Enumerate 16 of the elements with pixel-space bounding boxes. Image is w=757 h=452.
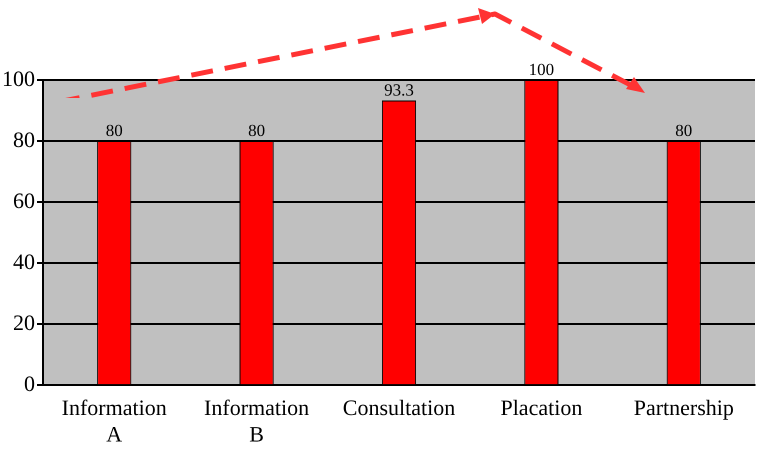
x-tick-label: Information B [204,395,310,447]
y-tick-label: 20 [13,310,35,335]
y-tick-label: 40 [13,248,35,274]
data-label: 93.3 [384,80,414,100]
y-tick-label: 80 [13,126,35,152]
y-tick-label: 60 [13,188,35,213]
x-tick-label: Partnership [634,395,734,420]
x-tick-label: Information A [62,395,167,447]
y-tick-label: 100 [2,66,35,91]
data-label: 100 [528,60,554,79]
data-label: 80 [106,121,123,140]
x-tick-label: Consultation [342,395,456,420]
y-tick-label: 0 [24,370,35,396]
x-tick-label: Placation [500,395,582,420]
data-label: 80 [248,121,266,140]
data-label: 80 [675,121,692,140]
